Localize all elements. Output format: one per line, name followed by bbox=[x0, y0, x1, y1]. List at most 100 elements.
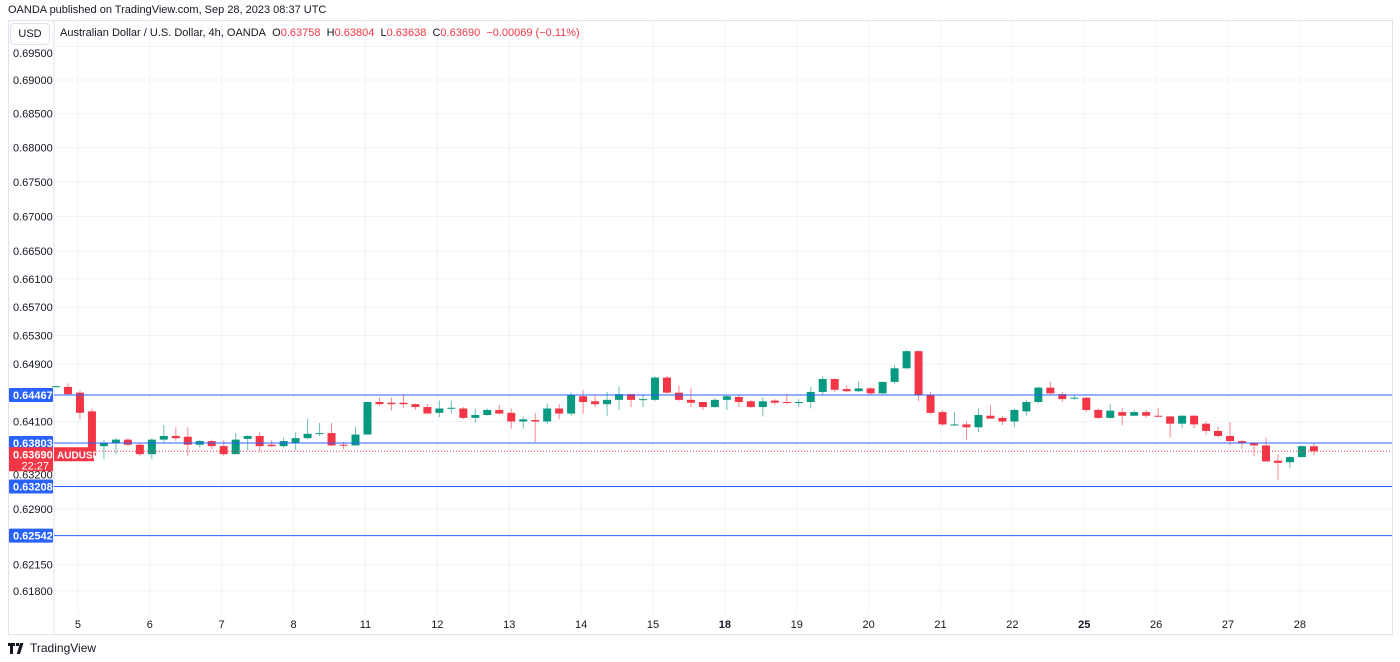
candle bbox=[171, 427, 180, 442]
open-label: O bbox=[272, 27, 281, 39]
candle bbox=[375, 397, 384, 406]
y-tick-label: 0.68000 bbox=[13, 143, 53, 155]
candle bbox=[1226, 422, 1235, 446]
candle bbox=[842, 385, 851, 392]
candle bbox=[890, 365, 899, 385]
y-tick-label: 0.66500 bbox=[13, 246, 53, 258]
candle-body bbox=[495, 409, 504, 414]
candle-body bbox=[579, 396, 588, 403]
x-tick-label: 5 bbox=[75, 619, 81, 631]
candle-body bbox=[1166, 416, 1175, 424]
y-tick-label: 0.61800 bbox=[13, 586, 53, 598]
candle-body bbox=[1238, 441, 1247, 444]
candle bbox=[1118, 407, 1127, 426]
candle-body bbox=[291, 438, 300, 443]
candle-body bbox=[555, 408, 564, 414]
candle-body bbox=[722, 396, 731, 400]
candle bbox=[135, 443, 144, 457]
candle-body bbox=[830, 379, 839, 390]
candle-body bbox=[1214, 430, 1223, 436]
candle-body bbox=[818, 379, 827, 392]
price-axis[interactable]: 0.69500 0.69000 0.68500 0.68000 0.67500 0.670… bbox=[13, 48, 53, 598]
candle-body bbox=[866, 388, 875, 394]
candle bbox=[1166, 415, 1175, 438]
x-tick-label: 26 bbox=[1150, 619, 1162, 631]
candle bbox=[1202, 421, 1211, 435]
candle-body bbox=[447, 407, 456, 409]
candle-body bbox=[950, 424, 959, 426]
candle bbox=[794, 399, 803, 408]
candle-body bbox=[734, 396, 743, 403]
candle bbox=[782, 394, 791, 405]
candle bbox=[734, 394, 743, 408]
y-tick-label: 0.64900 bbox=[13, 359, 53, 371]
candle-body bbox=[363, 402, 372, 435]
candle bbox=[1250, 442, 1258, 457]
x-tick-label: 19 bbox=[791, 619, 803, 631]
low-value: 0.63638 bbox=[386, 27, 427, 39]
y-tick-label: 0.65300 bbox=[13, 331, 53, 343]
time-axis[interactable]: 5 6 7 8 11 12 13 14 15 18 19 20 21 22 25 26 27 28 bbox=[75, 619, 1306, 631]
x-tick-label: 14 bbox=[575, 619, 587, 631]
x-tick-label: 8 bbox=[291, 619, 297, 631]
candle bbox=[1106, 404, 1115, 419]
candle-body bbox=[1022, 402, 1031, 412]
candle bbox=[926, 391, 935, 415]
candle bbox=[279, 437, 288, 448]
candle-body bbox=[135, 444, 144, 455]
candle bbox=[1142, 409, 1151, 418]
candle bbox=[1297, 445, 1306, 458]
candle bbox=[63, 383, 72, 396]
candle bbox=[1070, 394, 1079, 400]
candle-body bbox=[998, 417, 1007, 422]
candle bbox=[231, 433, 240, 455]
candle-body bbox=[698, 402, 707, 408]
candle bbox=[1154, 407, 1163, 418]
candle-body bbox=[303, 433, 312, 439]
candle-body bbox=[1154, 415, 1163, 417]
candle bbox=[411, 403, 420, 410]
y-tick-label: 0.64100 bbox=[13, 417, 53, 429]
horizontal-lines[interactable]: 0.64467 0.63803 0.63208 0.62542 bbox=[9, 388, 1392, 543]
y-tick-label: 0.62150 bbox=[13, 560, 53, 572]
published-note: OANDA published on TradingView.com, Sep … bbox=[8, 4, 327, 16]
candle-body bbox=[926, 394, 935, 413]
candle bbox=[291, 432, 300, 451]
x-tick-label: 25 bbox=[1078, 619, 1090, 631]
candle-body bbox=[842, 389, 851, 392]
candle bbox=[1309, 442, 1318, 456]
candle-body bbox=[1285, 457, 1294, 463]
chart-pane[interactable] bbox=[8, 20, 1393, 635]
horizontal-line-label: 0.64467 bbox=[13, 390, 53, 402]
x-tick-label: 6 bbox=[147, 619, 153, 631]
x-tick-label: 11 bbox=[360, 619, 371, 631]
candle bbox=[962, 421, 971, 440]
candle-body bbox=[543, 408, 552, 422]
candle bbox=[770, 399, 779, 405]
x-tick-label: 15 bbox=[647, 619, 659, 631]
x-tick-label: 20 bbox=[862, 619, 874, 631]
candle bbox=[495, 404, 504, 415]
y-tick-label: 0.69500 bbox=[13, 48, 53, 60]
candle-body bbox=[1297, 446, 1306, 458]
candle bbox=[519, 416, 528, 429]
candle bbox=[1046, 381, 1055, 395]
candle bbox=[818, 376, 827, 395]
candle-body bbox=[387, 402, 396, 405]
candle bbox=[639, 394, 648, 408]
y-tick-label: 0.69000 bbox=[13, 75, 53, 87]
candle-body bbox=[183, 436, 192, 445]
candle bbox=[998, 415, 1007, 426]
y-tick-label: 0.68500 bbox=[13, 109, 53, 121]
x-tick-label: 28 bbox=[1294, 619, 1306, 631]
candle-body bbox=[1118, 412, 1127, 416]
candle bbox=[507, 408, 516, 429]
candle-body bbox=[651, 377, 659, 400]
footer-brand[interactable]: TradingView bbox=[30, 641, 97, 655]
currency-button[interactable]: USD bbox=[10, 23, 50, 45]
horizontal-line-label-bg bbox=[9, 436, 53, 451]
candle-body bbox=[483, 409, 492, 415]
candle-body bbox=[1309, 446, 1318, 452]
